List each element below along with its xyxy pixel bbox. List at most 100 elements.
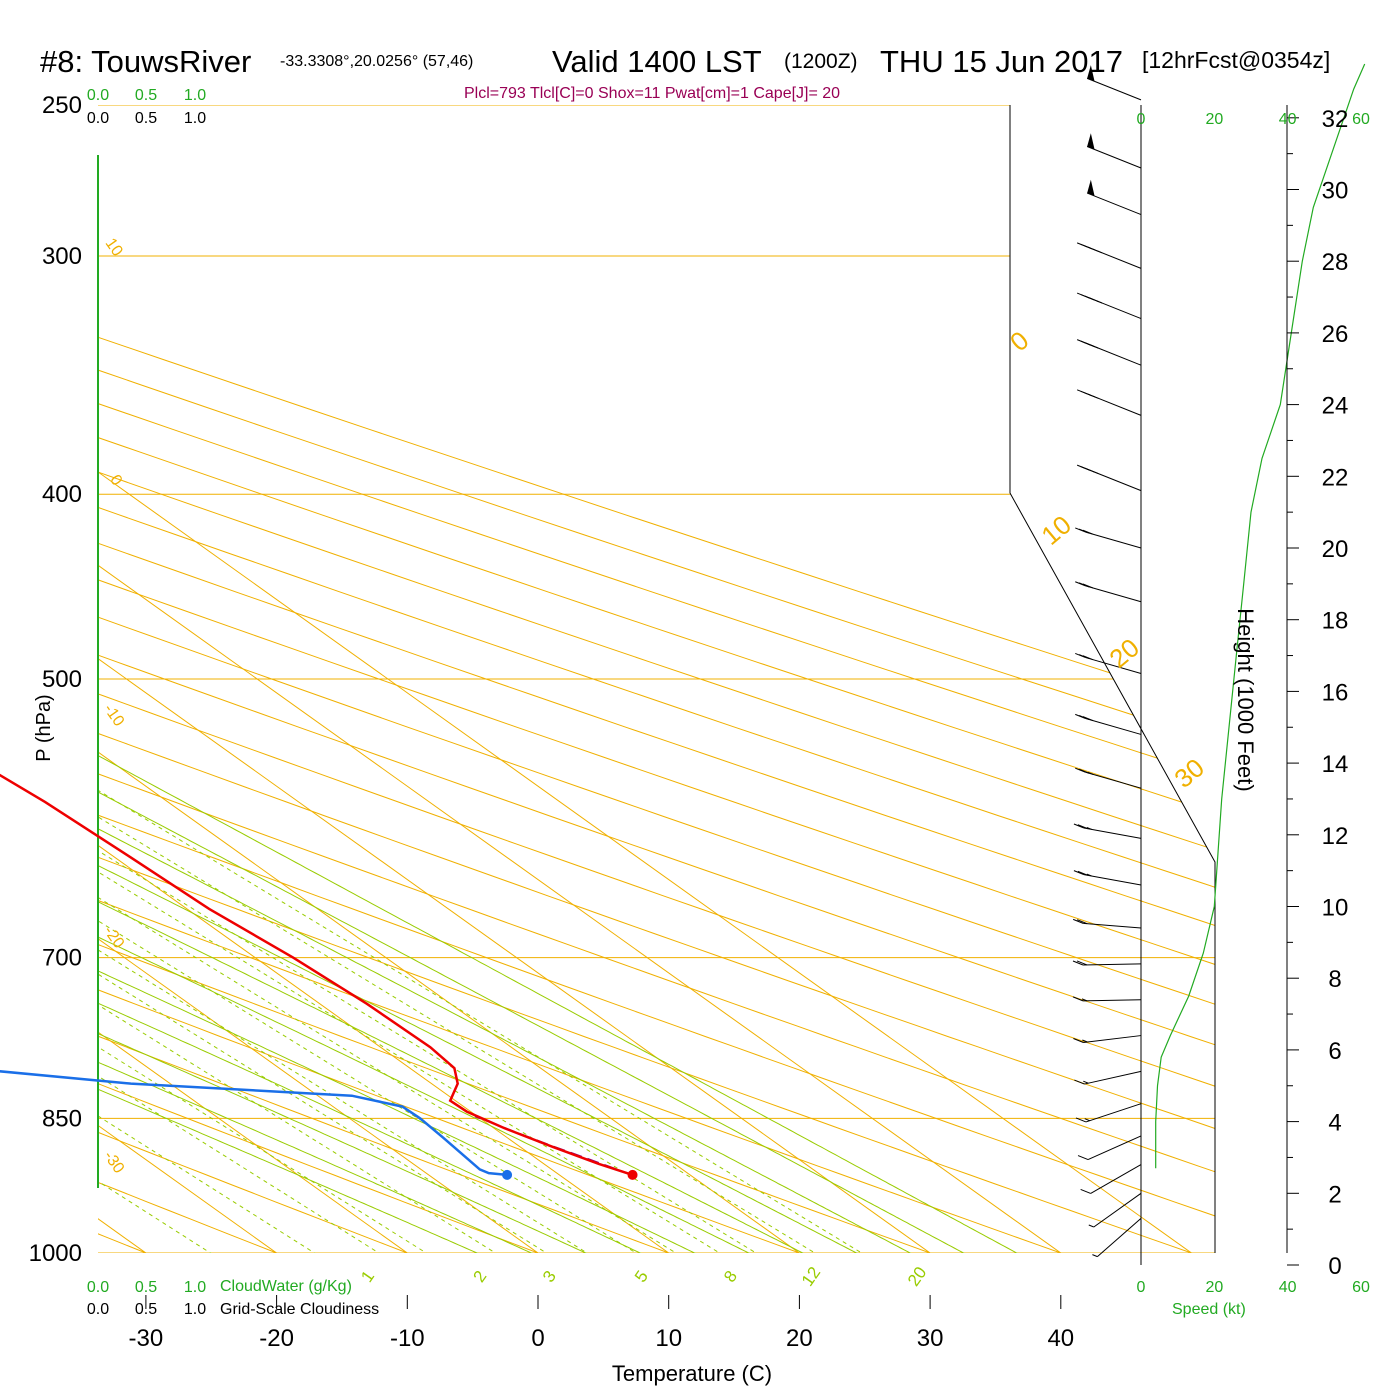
wind-barb-full (1074, 1079, 1085, 1085)
isotherm-line (98, 105, 759, 1253)
wind-barb (1076, 389, 1142, 416)
wind-barb-full (1077, 870, 1089, 876)
wind-barb (1074, 1070, 1142, 1085)
mixing-ratio-label: 20 (904, 1263, 930, 1289)
x-axis-title: Temperature (C) (612, 1361, 772, 1386)
pressure-tick-label: 250 (42, 92, 82, 119)
wind-barb (1075, 652, 1142, 674)
wind-barb (1086, 65, 1142, 101)
pressure-tick-label: 400 (42, 481, 82, 508)
pressure-tick-label: 850 (42, 1105, 82, 1132)
height-tick-label: 22 (1322, 464, 1349, 491)
height-tick-label: 28 (1322, 249, 1349, 276)
wind-barb-full (1082, 583, 1094, 589)
height-tick-label: 8 (1328, 966, 1341, 993)
isotherm-label: 10 (1035, 509, 1076, 551)
wind-barb-full (1077, 824, 1089, 830)
wind-barb-full (1082, 529, 1094, 535)
wind-barb-full (1073, 1038, 1084, 1043)
wind-barb-full (1088, 246, 1099, 252)
dry-adiabat (98, 105, 1215, 1253)
speed-tick-bottom: 40 (1279, 1279, 1297, 1296)
surface-dewpoint-dot (502, 1169, 513, 1180)
wind-barb-half (1083, 1080, 1089, 1084)
wind-barb-half (1086, 826, 1092, 830)
dry-adiabat (98, 105, 1215, 1253)
wind-barb (1073, 870, 1142, 886)
wind-barb-shaft (1085, 717, 1142, 735)
speed-axis-label: Speed (kt) (1172, 1301, 1246, 1318)
mixing-ratio-line (98, 493, 444, 1253)
isotherm-line (98, 105, 628, 1253)
station-coords: -33.3308°,20.0256° (57,46) (280, 53, 473, 70)
wind-barb (1086, 179, 1142, 216)
cloudwater-tick-bottom: 0.0 (87, 1279, 109, 1296)
height-tick-label: 14 (1322, 751, 1349, 778)
wind-barb-shaft (1093, 1192, 1142, 1228)
wind-barb (1088, 1192, 1142, 1228)
height-tick-label: 2 (1328, 1181, 1341, 1208)
isotherm-line (98, 105, 1020, 1253)
wind-speed-line (1155, 63, 1366, 1169)
cloudiness-tick-top: 0.0 (87, 110, 109, 127)
cloudiness-tick-bottom: 0.0 (87, 1301, 109, 1318)
wind-barb-full (1084, 467, 1095, 473)
wind-profile (1072, 63, 1366, 1265)
zulu-time: (1200Z) (784, 50, 858, 73)
mixing-ratio-label: 12 (798, 1263, 824, 1289)
plot-right-wall (1009, 105, 1216, 1253)
isotherm-line (98, 105, 1151, 1253)
dry-adiabat (98, 105, 1215, 1253)
isotherm-label: 20 (1103, 632, 1144, 674)
isotherm-label: 0 (106, 472, 125, 489)
wind-barb-shaft (1083, 963, 1142, 966)
speed-tick-bottom: 60 (1352, 1279, 1370, 1296)
mixing-ratio-line (98, 493, 561, 1253)
dry-adiabat (98, 105, 574, 1253)
x-tick-label: 20 (786, 1325, 813, 1352)
wind-barb-shaft (1083, 922, 1142, 929)
cloudiness-tick-bottom: 0.5 (135, 1301, 157, 1318)
height-tick-label: 12 (1322, 823, 1349, 850)
thermo-grid (98, 105, 1215, 1253)
wind-barb-full (1082, 655, 1094, 661)
wind-barb-full (1073, 823, 1085, 829)
moist-adiabat (98, 105, 883, 1253)
mixing-ratio-line (98, 493, 612, 1253)
wind-barb-half (1093, 471, 1099, 475)
dry-adiabat (98, 105, 1215, 1253)
mixing-ratio-line (98, 493, 275, 1253)
dry-adiabat (98, 105, 1215, 1253)
mixing-ratio-label: 8 (720, 1267, 741, 1286)
height-tick-label: 18 (1322, 608, 1349, 635)
wind-barb (1075, 713, 1142, 735)
cloudwater-tick-top: 0.0 (87, 87, 109, 104)
pressure-tick-label: 300 (42, 243, 82, 270)
stability-params: Plcl=793 Tlcl[C]=0 Shox=11 Pwat[cm]=1 Ca… (464, 85, 840, 102)
isotherm-label: -30 (100, 1148, 127, 1177)
height-tick-label: 6 (1328, 1038, 1341, 1065)
wind-barb (1076, 242, 1142, 269)
wind-barb-full (1088, 393, 1099, 399)
moist-adiabat (98, 105, 935, 1253)
isotherm-label: 0 (1004, 325, 1034, 357)
cloudwater-tick-top: 0.5 (135, 87, 157, 104)
wind-barb-shaft (1083, 874, 1142, 886)
cloudwater-tick-bottom: 0.5 (135, 1279, 157, 1296)
pressure-tick-label: 1000 (29, 1240, 82, 1267)
speed-tick-top: 60 (1352, 111, 1370, 128)
sounding-profiles (0, 773, 638, 1180)
moist-adiabat (98, 105, 621, 1253)
moist-adiabat (98, 105, 1092, 1253)
plot-frame (97, 105, 1216, 1253)
dry-adiabat (98, 105, 1215, 1253)
mixing-ratio-label: 1 (357, 1267, 378, 1286)
wind-barb-shaft (1083, 827, 1142, 839)
wind-barb-full (1076, 919, 1088, 925)
pressure-tick-label: 500 (42, 666, 82, 693)
moist-adiabat (98, 105, 569, 1253)
wind-barb-half (1082, 1039, 1088, 1043)
mixing-ratio-label: 3 (539, 1267, 560, 1286)
y-axis-title: P (hPa) (33, 694, 55, 761)
